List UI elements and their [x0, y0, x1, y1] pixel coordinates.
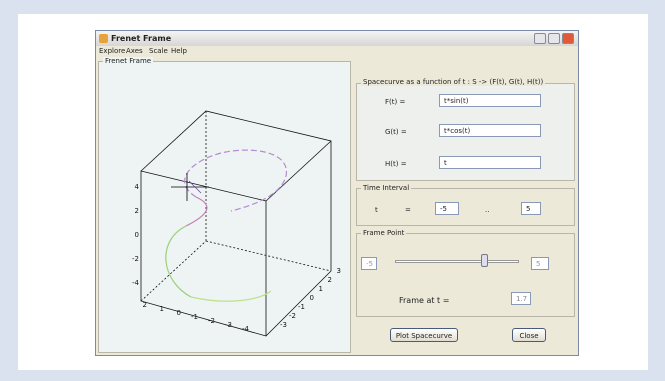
box-edge — [140, 240, 207, 302]
menu-item[interactable]: Help — [171, 47, 187, 55]
tick-label: -2 — [289, 312, 296, 320]
frame-value[interactable]: 1.7 — [511, 292, 531, 305]
tick-label: 2 — [135, 207, 139, 215]
menu-item[interactable]: Scale — [149, 47, 168, 55]
menu-item[interactable]: Axes — [126, 47, 143, 55]
maximize-button[interactable] — [548, 33, 560, 44]
close-window-button[interactable] — [562, 33, 574, 44]
tick-label: 0 — [310, 294, 314, 302]
tick-label: -2 — [132, 255, 139, 263]
group-title: Time Interval — [361, 184, 412, 192]
close-button[interactable]: Close — [512, 328, 546, 342]
tick-label: -2 — [208, 317, 215, 325]
plot-button[interactable]: Plot Spacecurve — [390, 328, 458, 342]
equals-label: = — [405, 206, 411, 214]
app-icon — [99, 34, 108, 43]
variable-label: t — [375, 206, 378, 214]
tick-label: -4 — [132, 279, 140, 287]
tick-label: 1 — [160, 305, 164, 313]
plot-group: Frenet Frame 4 2 0 -2 -4 2 1 0 -1 -2 -3 -4 3 2 1 0 -1 -2-… — [98, 57, 351, 353]
field-label: H(t) = — [385, 160, 407, 168]
frame-label: Frame at t = — [399, 296, 450, 305]
tick-label: -1 — [298, 303, 305, 311]
tick-label: -4 — [242, 325, 250, 333]
window: Frenet Frame Explore Axes Scale Help Fre… — [95, 30, 579, 356]
slider-thumb[interactable] — [481, 254, 488, 267]
curve — [165, 225, 192, 298]
spacecurve-group: Spacecurve as a function of t : S -> (F(… — [356, 78, 575, 181]
tick-label: 0 — [135, 231, 139, 239]
menu-item[interactable]: Explore — [99, 47, 126, 55]
f-input[interactable]: t*sin(t) — [439, 94, 541, 107]
tick-label: 0 — [177, 309, 181, 317]
max-input[interactable]: 5 — [531, 257, 549, 270]
box-edge — [205, 240, 332, 272]
menu-bar: Explore Axes Scale Help — [99, 47, 299, 57]
end-input[interactable]: 5 — [521, 202, 541, 215]
slider-track — [395, 260, 519, 263]
group-title: Frenet Frame — [103, 57, 154, 65]
curve — [190, 290, 272, 302]
field-label: G(t) = — [385, 128, 407, 136]
box-edge — [265, 140, 332, 202]
h-input[interactable]: t — [439, 156, 541, 169]
frame-vector — [188, 180, 202, 194]
tick-label: 2 — [328, 276, 332, 284]
min-input[interactable]: -5 — [361, 257, 377, 270]
group-title: Frame Point — [361, 229, 407, 237]
group-title: Spacecurve as a function of t : S -> (F(… — [361, 78, 546, 86]
time-interval-group: Time Interval t = -5 .. 5 — [356, 184, 575, 226]
field-label: F(t) = — [385, 98, 406, 106]
tick-label: 2 — [143, 301, 147, 309]
tick-label: -1 — [191, 313, 198, 321]
start-input[interactable]: -5 — [435, 202, 459, 215]
curve — [184, 149, 287, 212]
title-bar: Frenet Frame — [96, 31, 578, 46]
curve — [185, 196, 208, 227]
tick-label: 3 — [337, 267, 341, 275]
tick-label: -3 — [225, 321, 232, 329]
minimize-button[interactable] — [534, 33, 546, 44]
tick-label: 1 — [319, 285, 323, 293]
frame-point-group: Frame Point -5 5 Frame at t = 1.7 — [356, 229, 575, 317]
range-dots: .. — [485, 206, 490, 214]
g-input[interactable]: t*cos(t) — [439, 124, 541, 137]
tick-label: 4 — [135, 183, 140, 191]
window-title: Frenet Frame — [111, 34, 172, 43]
tick-label: -3 — [280, 321, 287, 329]
